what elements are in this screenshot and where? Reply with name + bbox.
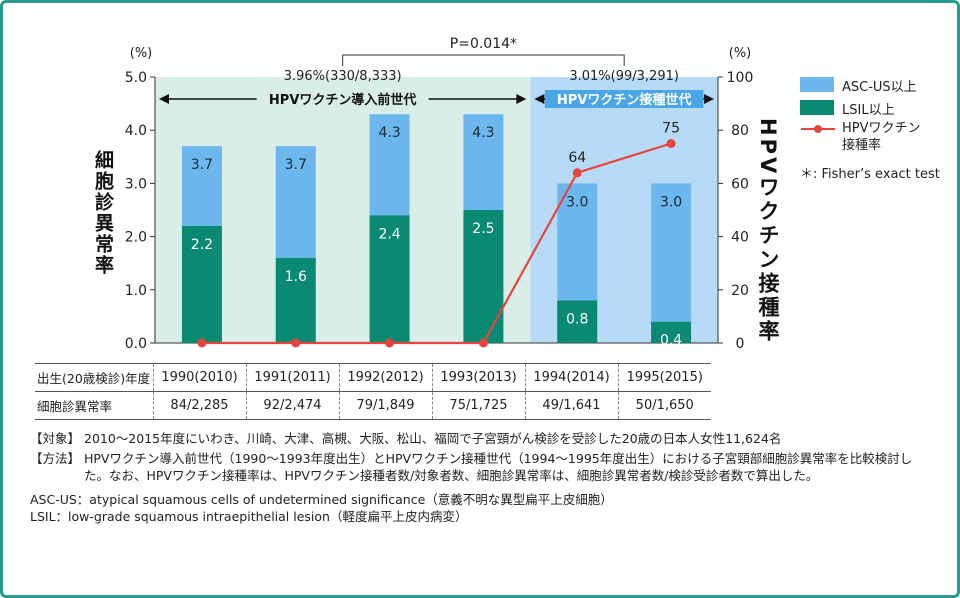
y-tick-label: 0.0: [125, 336, 147, 352]
band-arrow-head-left: [159, 94, 169, 104]
y2-axis-label: HPVワクチン接種率: [756, 118, 780, 345]
bar-asc-us: [181, 146, 222, 226]
band-summary: 3.96%(330/8,333): [284, 69, 402, 84]
note-tag: 【方法】: [30, 450, 81, 466]
table-cell: 1995(2015): [617, 363, 711, 392]
table-cell: 50/1,650: [617, 391, 711, 420]
bar-asc-us: [369, 114, 410, 216]
bar-asc-us: [557, 183, 598, 301]
abbrev-lsil: LSIL：low-grade squamous intraepithelial …: [30, 509, 468, 524]
bar-label-lsil: 2.5: [472, 221, 494, 237]
bar-label-lsil: 2.2: [191, 237, 213, 253]
band-arrow-head-left: [534, 94, 545, 104]
y2-tick-label: 20: [731, 283, 749, 299]
pvalue-bracket: [342, 54, 625, 66]
table-row-header: 細胞診異常率: [35, 391, 153, 420]
legend-label-asc-us: ASC-US以上: [842, 80, 917, 95]
vaccination-point: [385, 338, 395, 348]
band-label-background: [544, 90, 704, 108]
y-tick-label: 5.0: [125, 70, 147, 86]
vaccination-point: [197, 338, 207, 348]
note-method: 【方法】 HPVワクチン導入前世代（1990〜1993年度出生）とHPVワクチン…: [30, 450, 930, 485]
table-cell: 1990(2010): [152, 363, 246, 392]
bar-label-asc-us: 3.0: [566, 194, 588, 210]
legend-line-marker: [801, 125, 835, 133]
vaccination-value-label: 64: [568, 150, 586, 166]
band-label: HPVワクチン導入前世代: [269, 92, 416, 108]
table-cell: 49/1,641: [524, 391, 618, 420]
y2-unit-label: (%): [729, 46, 752, 61]
legend-swatch-asc-us: [800, 77, 834, 92]
vaccination-value-label: 75: [662, 121, 680, 137]
bar-lsil: [557, 300, 598, 343]
note-text: 2010〜2015年度にいわき、川崎、大津、高槻、大阪、松山、福岡で子宮頸がん検…: [84, 431, 782, 446]
y2-tick-label: 0: [736, 336, 745, 352]
y-unit-label: (%): [130, 46, 153, 61]
vaccination-point: [666, 139, 676, 148]
legend-swatch-lsil: [800, 100, 834, 115]
table-row: 細胞診異常率 84/2,285 92/2,474 79/1,849 75/1,725 49…: [35, 391, 711, 420]
bar-line-chart: P=0.014* 0.0 1.0 2.0 3.0 4.0 5.0 0 20 40 60 80 100 (…: [125, 36, 754, 352]
y-tick-label: 4.0: [125, 123, 147, 139]
legend-item-lsil: LSIL以上: [800, 99, 895, 118]
vaccination-point: [291, 338, 301, 348]
table-cell: 1994(2014): [524, 363, 618, 392]
vaccination-point: [478, 338, 488, 348]
bar-label-asc-us: 4.3: [472, 125, 494, 141]
bar-asc-us: [463, 114, 504, 210]
legend-label-lsil: LSIL以上: [842, 103, 895, 118]
table-cell: 92/2,474: [245, 391, 339, 420]
bar-label-asc-us: 3.0: [660, 194, 682, 210]
band-summary: 3.01%(99/3,291): [569, 69, 679, 84]
table-cell: 1992(2012): [338, 363, 432, 392]
band-label: HPVワクチン接種世代: [557, 92, 691, 108]
legend-item-vaccination: HPVワクチン 接種率: [800, 120, 921, 154]
note-subject: 【対象】 2010〜2015年度にいわき、川崎、大津、高槻、大阪、松山、福岡で子…: [30, 430, 930, 448]
legend-item-asc-us: ASC-US以上: [800, 76, 917, 95]
bar-label-asc-us: 3.7: [191, 157, 213, 173]
y2-tick-label: 40: [731, 230, 749, 246]
bar-label-lsil: 2.4: [378, 226, 400, 242]
bar-lsil: [275, 257, 316, 343]
table-cell: 84/2,285: [152, 391, 246, 420]
bar-label-lsil: 0.4: [660, 333, 682, 349]
bar-lsil: [651, 321, 692, 343]
table-cell: 1993(2013): [431, 363, 525, 392]
vaccination-line: [201, 142, 672, 345]
notes: 【対象】 2010〜2015年度にいわき、川崎、大津、高槻、大阪、松山、福岡で子…: [30, 430, 930, 526]
bar-label-lsil: 1.6: [285, 269, 307, 285]
note-text: HPVワクチン導入前世代（1990〜1993年度出生）とHPVワクチン接種世代（…: [84, 450, 913, 484]
y-tick-label: 3.0: [125, 176, 147, 192]
table-cell: 79/1,849: [338, 391, 432, 420]
band-arrow-head-right: [704, 94, 714, 104]
table-cell: 75/1,725: [431, 391, 525, 420]
y2-tick-label: 60: [731, 176, 749, 192]
table-cell: 1991(2011): [245, 363, 339, 392]
bar-asc-us: [651, 183, 692, 322]
bar-label-asc-us: 4.3: [378, 125, 400, 141]
legend-label-vaccination: HPVワクチン 接種率: [842, 121, 921, 153]
legend-footnote: ＊: Fisher’s exact test: [800, 167, 940, 182]
bar-label-lsil: 0.8: [566, 311, 588, 327]
vaccination-point: [572, 168, 582, 178]
y-tick-label: 2.0: [125, 230, 147, 246]
table-row-header: 出生(20歳検診)年度: [35, 363, 153, 392]
note-tag: 【対象】: [30, 431, 81, 446]
table-row: 出生(20歳検診)年度 1990(2010) 1991(2011) 1992(2012…: [35, 363, 711, 392]
bar-lsil: [181, 225, 222, 343]
band-arrow-head-right: [516, 94, 527, 104]
y-axis-label: 細胞診異常率: [92, 150, 114, 276]
pvalue-label: P=0.014*: [450, 36, 517, 52]
y2-tick-label: 80: [731, 123, 749, 139]
data-table: 出生(20歳検診)年度 1990(2010) 1991(2011) 1992(2012…: [35, 363, 711, 420]
y2-tick-label: 100: [727, 70, 754, 86]
bar-lsil: [369, 215, 410, 343]
bar-asc-us: [275, 146, 316, 258]
abbrev-asc-us: ASC-US：atypical squamous cells of undete…: [30, 491, 613, 507]
band-label-background: [256, 90, 429, 108]
y-tick-label: 1.0: [125, 283, 147, 299]
bar-label-asc-us: 3.7: [285, 157, 307, 173]
